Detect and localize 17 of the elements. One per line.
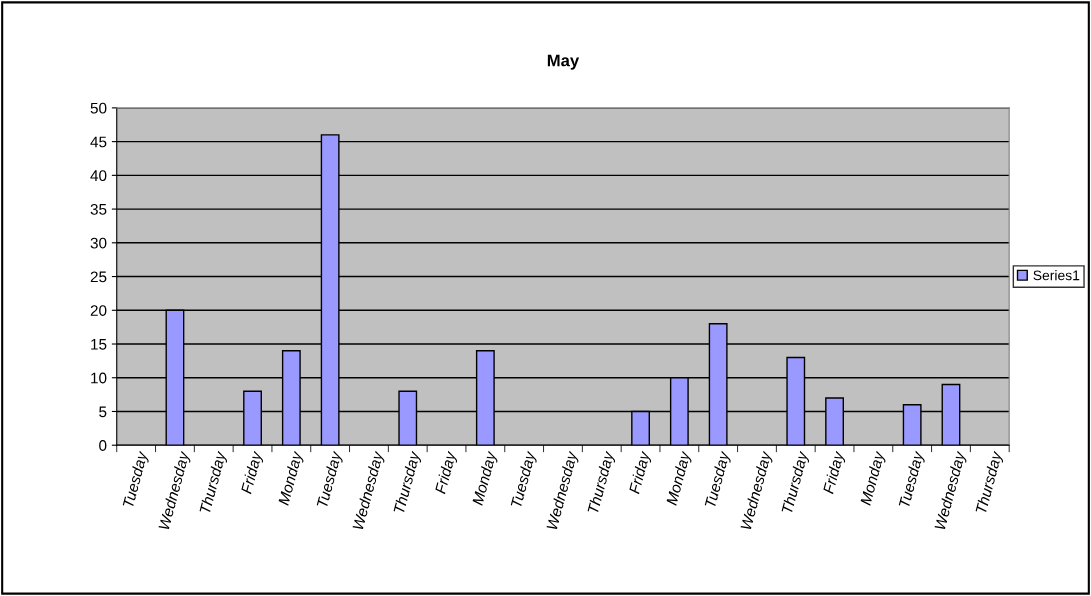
x-tick-label: Friday [434,450,460,495]
y-tick-label: 5 [99,406,107,418]
y-tick-label: 10 [91,372,107,384]
chart-title: May [547,54,580,70]
y-tick-label: 30 [90,237,107,249]
y-tick-label: 0 [99,440,107,451]
y-tick-label: 35 [90,203,107,215]
legend-label: Series1 [1033,270,1080,281]
y-tick-label: 15 [91,339,107,350]
y-tick-label: 20 [90,305,107,316]
y-tick-label: 25 [90,271,107,283]
y-tick-label: 50 [90,102,107,114]
y-tick-label: 40 [90,170,107,182]
x-tick-label: Friday [822,450,848,495]
x-tick-label: Friday [628,450,654,495]
y-tick-label: 45 [90,136,107,148]
x-tick-label: Friday [240,450,266,495]
